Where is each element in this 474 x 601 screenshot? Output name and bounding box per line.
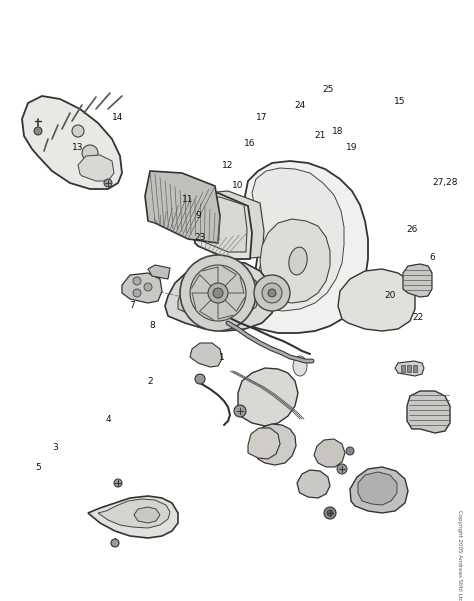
Circle shape — [195, 374, 205, 384]
Circle shape — [337, 464, 347, 474]
Text: 16: 16 — [244, 138, 256, 147]
Text: 25: 25 — [322, 85, 334, 94]
Polygon shape — [202, 191, 264, 259]
Circle shape — [133, 277, 141, 285]
Polygon shape — [198, 197, 247, 252]
Polygon shape — [255, 424, 296, 465]
Text: 26: 26 — [406, 225, 418, 234]
Polygon shape — [148, 265, 170, 279]
Text: 3: 3 — [52, 444, 58, 453]
Text: 6: 6 — [429, 254, 435, 263]
Text: 24: 24 — [294, 100, 306, 109]
Polygon shape — [407, 391, 450, 433]
Circle shape — [82, 145, 98, 161]
Text: 21: 21 — [314, 132, 326, 141]
Circle shape — [72, 125, 84, 137]
Polygon shape — [134, 507, 160, 523]
Polygon shape — [235, 168, 344, 311]
Circle shape — [144, 283, 152, 291]
Polygon shape — [122, 273, 162, 303]
Polygon shape — [248, 428, 280, 459]
Circle shape — [104, 179, 112, 187]
Text: 2: 2 — [147, 377, 153, 386]
Bar — [413, 365, 417, 372]
Polygon shape — [22, 96, 122, 189]
Circle shape — [208, 283, 228, 303]
Text: 9: 9 — [195, 210, 201, 219]
Polygon shape — [350, 467, 408, 513]
Text: 1: 1 — [219, 353, 225, 362]
Ellipse shape — [289, 247, 307, 275]
Bar — [401, 365, 405, 372]
Polygon shape — [358, 472, 397, 505]
Circle shape — [234, 405, 246, 417]
Polygon shape — [403, 264, 432, 297]
Circle shape — [213, 288, 223, 298]
Polygon shape — [178, 269, 260, 319]
Circle shape — [133, 289, 141, 297]
Text: 10: 10 — [232, 180, 244, 189]
Circle shape — [262, 283, 282, 303]
Text: 23: 23 — [194, 234, 206, 242]
Polygon shape — [238, 368, 298, 426]
Text: 7: 7 — [129, 302, 135, 311]
Circle shape — [268, 289, 276, 297]
Polygon shape — [314, 439, 345, 467]
Circle shape — [327, 510, 333, 516]
Circle shape — [254, 275, 290, 311]
Polygon shape — [260, 219, 330, 303]
Text: 20: 20 — [384, 290, 396, 299]
Polygon shape — [165, 261, 275, 331]
Text: 5: 5 — [35, 463, 41, 472]
Text: 11: 11 — [182, 195, 194, 204]
Text: 18: 18 — [332, 127, 344, 136]
Ellipse shape — [293, 356, 307, 376]
Text: 8: 8 — [149, 322, 155, 331]
Text: Copyright 2005 Andreas Stihl Ltd: Copyright 2005 Andreas Stihl Ltd — [457, 510, 463, 601]
Polygon shape — [78, 155, 114, 181]
Polygon shape — [338, 269, 415, 331]
Bar — [407, 365, 411, 372]
Text: 14: 14 — [112, 114, 124, 123]
Text: 12: 12 — [222, 160, 234, 169]
Text: 13: 13 — [72, 144, 84, 153]
Text: 27,28: 27,28 — [432, 177, 458, 186]
Polygon shape — [220, 161, 368, 333]
Text: 15: 15 — [394, 97, 406, 106]
Polygon shape — [88, 496, 178, 538]
Text: 19: 19 — [346, 144, 358, 153]
Polygon shape — [190, 343, 222, 367]
Polygon shape — [145, 171, 220, 243]
Circle shape — [114, 479, 122, 487]
Polygon shape — [98, 499, 170, 528]
Circle shape — [111, 539, 119, 547]
Polygon shape — [395, 361, 424, 376]
Circle shape — [346, 447, 354, 455]
Circle shape — [190, 265, 246, 321]
Polygon shape — [192, 193, 252, 259]
Text: 17: 17 — [256, 114, 268, 123]
Text: 4: 4 — [105, 415, 111, 424]
Circle shape — [34, 127, 42, 135]
Circle shape — [180, 255, 256, 331]
Circle shape — [324, 507, 336, 519]
Polygon shape — [297, 470, 330, 498]
Text: 22: 22 — [412, 314, 424, 323]
